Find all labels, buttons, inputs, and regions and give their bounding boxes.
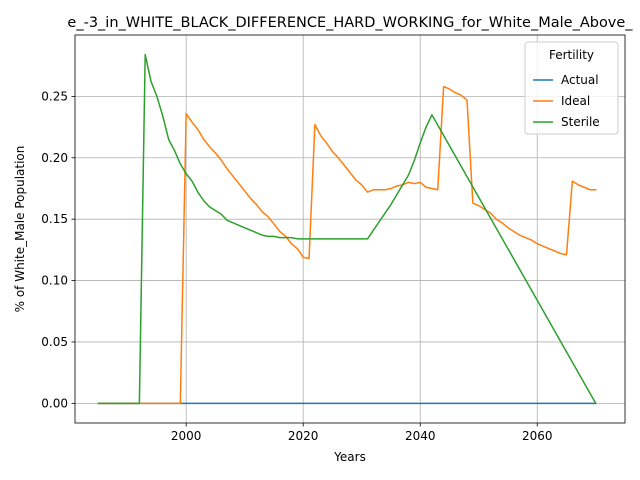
- x-tick-label: 2000: [171, 429, 202, 443]
- legend-entries: Actual Ideal Sterile: [533, 73, 600, 129]
- x-tick-label: 2060: [522, 429, 553, 443]
- x-tick-label: 2020: [288, 429, 319, 443]
- legend-label-ideal: Ideal: [561, 94, 590, 108]
- y-tick-label: 0.25: [41, 89, 68, 103]
- legend-box: [524, 41, 619, 135]
- legend-label-sterile: Sterile: [561, 115, 600, 129]
- y-tick-label: 0.05: [41, 335, 68, 349]
- x-tick-label: 2040: [405, 429, 436, 443]
- legend: Fertility Actual Ideal Sterile: [524, 41, 619, 135]
- y-tick-label: 0.00: [41, 396, 68, 410]
- tick-layer: 2000 2020 2040 2060 0.00 0.05 0.10 0.15 0.20 0.25: [41, 89, 552, 443]
- plot-area-frame: [74, 34, 626, 424]
- x-axis-title: Years: [333, 450, 366, 464]
- legend-label-actual: Actual: [561, 73, 599, 87]
- series-layer: [97, 53, 597, 405]
- legend-title: Fertility: [549, 48, 594, 62]
- y-tick-label: 0.20: [41, 151, 68, 165]
- y-tick-label: 0.10: [41, 274, 68, 288]
- y-axis-title: % of White_Male Population: [13, 146, 27, 313]
- series-line-sterile: [97, 53, 597, 405]
- y-tick-label: 0.15: [41, 212, 68, 226]
- chart-title: e_-3_in_WHITE_BLACK_DIFFERENCE_HARD_WORK…: [67, 15, 633, 31]
- series-line-ideal: [97, 85, 597, 405]
